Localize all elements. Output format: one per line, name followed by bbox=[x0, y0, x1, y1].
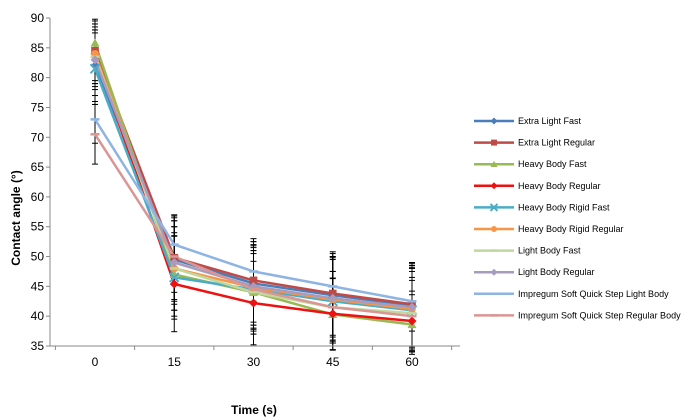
legend-swatch-marker bbox=[490, 117, 498, 125]
legend-entry: Heavy Body Rigid Regular bbox=[474, 224, 624, 234]
legend-entry: Light Body Fast bbox=[474, 246, 581, 256]
y-ticks: 35 40 45 50 55 60 65 70 75 80 85 90 bbox=[31, 11, 50, 353]
y-tick-label: 80 bbox=[31, 71, 45, 85]
y-tick-label: 45 bbox=[31, 279, 45, 293]
data-point bbox=[328, 289, 337, 298]
x-ticks: 0 15 30 45 60 bbox=[54, 346, 453, 369]
legend-label: Impregum Soft Quick Step Light Body bbox=[518, 289, 669, 299]
y-tick-label: 75 bbox=[31, 100, 45, 114]
legend-label: Heavy Body Fast bbox=[518, 159, 587, 169]
data-point bbox=[328, 293, 338, 303]
legend-entry: Impregum Soft Quick Step Light Body bbox=[474, 289, 669, 299]
y-tick-label: 60 bbox=[31, 190, 45, 204]
legend-label: Light Body Regular bbox=[518, 267, 595, 277]
y-tick-label: 85 bbox=[31, 41, 45, 55]
legend-label: Light Body Fast bbox=[518, 246, 581, 256]
legend-swatch-marker bbox=[490, 160, 498, 167]
legend-entry: Heavy Body Rigid Fast bbox=[474, 202, 610, 212]
x-tick-label: 60 bbox=[405, 355, 419, 369]
x-tick-label: 30 bbox=[247, 355, 261, 369]
legend-swatch-marker bbox=[489, 203, 499, 212]
data-point bbox=[169, 258, 179, 268]
y-tick-label: 35 bbox=[31, 339, 45, 353]
legend-label: Heavy Body Rigid Fast bbox=[518, 202, 610, 212]
y-axis-title: Contact angle (°) bbox=[9, 170, 23, 265]
legend-entry: Light Body Regular bbox=[474, 267, 595, 277]
data-point bbox=[407, 316, 417, 326]
data-point bbox=[328, 309, 338, 319]
legend-label: Heavy Body Regular bbox=[518, 181, 601, 191]
x-tick-label: 45 bbox=[326, 355, 340, 369]
legend: Extra Light Fast Extra Light Regular Heavy… bbox=[474, 116, 681, 320]
data-point bbox=[90, 38, 100, 47]
legend-entry: Extra Light Regular bbox=[474, 138, 595, 148]
y-tick-label: 55 bbox=[31, 220, 45, 234]
data-point bbox=[90, 55, 100, 65]
legend-label: Extra Light Regular bbox=[518, 138, 595, 148]
data-point bbox=[89, 63, 101, 74]
data-point bbox=[249, 298, 258, 308]
legend-entry: Heavy Body Regular bbox=[474, 181, 601, 191]
x-tick-label: 0 bbox=[92, 355, 99, 369]
axes bbox=[49, 18, 460, 347]
legend-swatch-marker bbox=[490, 182, 498, 190]
y-tick-label: 65 bbox=[31, 160, 45, 174]
legend-swatch-marker bbox=[491, 226, 497, 232]
legend-label: Impregum Soft Quick Step Regular Body bbox=[518, 310, 681, 320]
y-tick-label: 90 bbox=[31, 11, 45, 25]
x-tick-label: 15 bbox=[168, 355, 182, 369]
y-tick-label: 50 bbox=[31, 250, 45, 264]
y-tick-label: 40 bbox=[31, 309, 45, 323]
x-axis-title: Time (s) bbox=[231, 403, 277, 417]
legend-swatch-marker bbox=[491, 139, 497, 146]
data-point bbox=[249, 276, 258, 285]
legend-swatch-marker bbox=[490, 268, 498, 276]
series-markers bbox=[89, 38, 418, 329]
legend-entry: Heavy Body Fast bbox=[474, 159, 587, 169]
data-point bbox=[90, 61, 100, 71]
data-point bbox=[169, 272, 180, 283]
legend-label: Heavy Body Rigid Regular bbox=[518, 224, 624, 234]
legend-label: Extra Light Fast bbox=[518, 116, 582, 126]
data-point bbox=[407, 302, 417, 312]
legend-entry: Impregum Soft Quick Step Regular Body bbox=[474, 310, 681, 320]
legend-entry: Extra Light Fast bbox=[474, 116, 582, 126]
data-point bbox=[169, 279, 179, 289]
y-tick-label: 70 bbox=[31, 130, 45, 144]
